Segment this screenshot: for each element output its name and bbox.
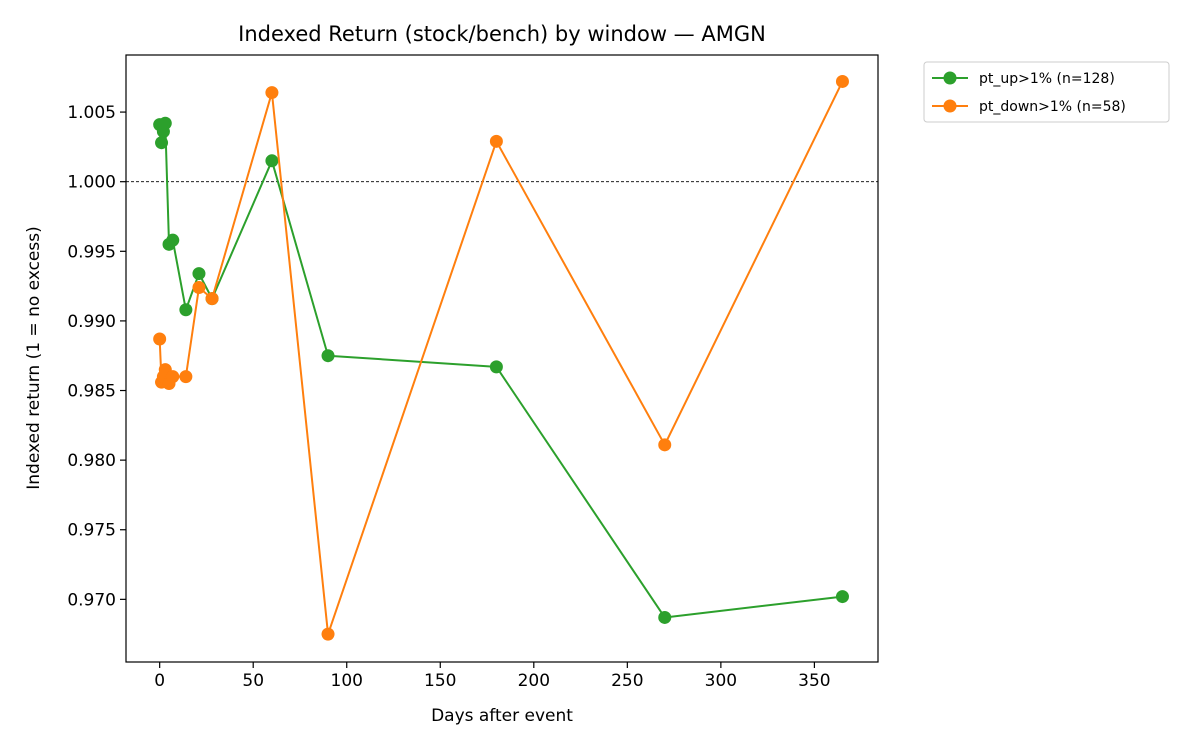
x-tick-label: 250 [611, 671, 643, 691]
y-tick-label: 1.005 [67, 103, 116, 123]
data-point-series-0 [658, 610, 672, 624]
x-tick-label: 300 [705, 671, 737, 691]
data-point-series-0 [166, 233, 180, 247]
data-point-series-1 [166, 370, 180, 384]
data-point-series-0 [179, 303, 193, 317]
data-point-series-0 [265, 154, 279, 168]
axes-frame [125, 54, 879, 663]
x-tick-label: 150 [424, 671, 456, 691]
y-axis-label: Indexed return (1 = no excess) [24, 226, 44, 489]
legend-marker-pt-down [943, 99, 957, 113]
y-tick-label: 0.970 [67, 590, 116, 610]
y-tick-label: 0.975 [67, 521, 116, 541]
legend-frame [923, 61, 1170, 123]
x-axis-label: Days after event [431, 706, 573, 726]
data-point-series-0 [158, 116, 172, 130]
data-point-series-0 [835, 590, 849, 604]
data-point-series-1 [153, 332, 167, 346]
legend-entry-pt-up: pt_up>1% (n=128) [932, 71, 1115, 87]
x-tick-label: 100 [331, 671, 363, 691]
data-point-series-1 [321, 627, 335, 641]
legend-marker-pt-up [943, 71, 957, 85]
data-point-series-1 [835, 74, 849, 88]
data-point-series-1 [489, 134, 503, 148]
legend: pt_up>1% (n=128) pt_down>1% (n=58) [923, 61, 1170, 123]
y-axis: 0.970 0.975 0.980 0.985 0.990 0.995 1.000 1.005 [67, 103, 126, 610]
y-tick-label: 0.990 [67, 312, 116, 332]
data-point-series-1 [179, 370, 193, 384]
y-tick-label: 0.995 [67, 242, 116, 262]
legend-entry-pt-down: pt_down>1% (n=58) [932, 99, 1126, 115]
x-tick-label: 350 [798, 671, 830, 691]
y-tick-label: 0.985 [67, 382, 116, 402]
series-line-1 [158, 81, 844, 636]
y-tick-label: 1.000 [67, 173, 116, 193]
x-tick-label: 50 [242, 671, 264, 691]
data-point-series-1 [192, 280, 206, 294]
data-point-series-0 [192, 267, 206, 281]
data-point-series-1 [205, 292, 219, 306]
legend-label-pt-up: pt_up>1% (n=128) [979, 71, 1115, 87]
data-point-series-0 [321, 349, 335, 363]
y-tick-label: 0.980 [67, 451, 116, 471]
plot-area [126, 74, 878, 641]
data-point-series-1 [265, 86, 279, 100]
data-point-series-1 [658, 438, 672, 452]
x-tick-label: 0 [154, 671, 165, 691]
data-point-series-0 [489, 360, 503, 374]
x-tick-label: 200 [518, 671, 550, 691]
legend-label-pt-down: pt_down>1% (n=58) [979, 99, 1126, 115]
x-axis: 0 50 100 150 200 250 300 350 [154, 662, 831, 691]
data-point-series-0 [155, 136, 169, 150]
chart-title: Indexed Return (stock/bench) by window —… [238, 22, 766, 46]
